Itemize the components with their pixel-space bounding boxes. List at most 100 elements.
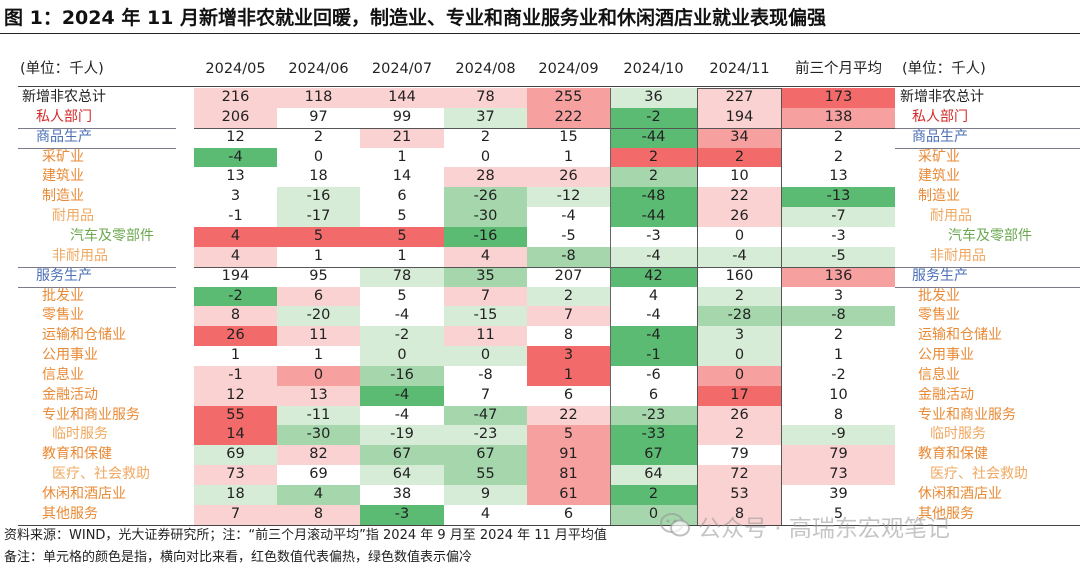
row-separator xyxy=(18,147,176,149)
data-cell: -5 xyxy=(782,246,895,267)
data-cell: -4 xyxy=(360,405,444,426)
data-cell: 144 xyxy=(360,88,444,108)
data-cell: -4 xyxy=(360,306,444,327)
data-cell: 6 xyxy=(610,385,697,406)
data-cell: -3 xyxy=(610,226,697,247)
data-cell: 36 xyxy=(610,88,697,108)
data-cell: 17 xyxy=(697,385,782,406)
data-cell: 39 xyxy=(782,485,895,505)
data-cell: -8 xyxy=(527,246,610,267)
data-cell: 64 xyxy=(610,465,697,486)
data-cell: 207 xyxy=(527,266,610,287)
data-cell: 53 xyxy=(697,485,782,505)
data-cell: 78 xyxy=(444,88,527,108)
row-label-right: 公用事业 xyxy=(918,347,974,364)
data-cell: 4 xyxy=(444,246,527,267)
data-cell: 5 xyxy=(360,286,444,307)
data-cell: 194 xyxy=(194,266,277,287)
data-cell: 6 xyxy=(360,187,444,208)
row-separator xyxy=(895,127,1080,129)
unit-label-right: (单位：千人) xyxy=(902,61,986,77)
data-cell: -3 xyxy=(360,504,444,525)
data-cell: 2 xyxy=(697,286,782,307)
data-cell: 11 xyxy=(277,326,360,347)
data-cell: -23 xyxy=(610,405,697,426)
data-cell: 14 xyxy=(194,425,277,446)
data-cell: 0 xyxy=(444,147,527,168)
column-header: 2024/09 xyxy=(538,61,599,77)
data-cell: 26 xyxy=(527,167,610,188)
data-cell: 0 xyxy=(697,226,782,247)
data-cell: -17 xyxy=(277,207,360,228)
title-rule xyxy=(0,33,1080,34)
data-cell: 15 xyxy=(527,127,610,148)
row-label-right: 商品生产 xyxy=(912,128,968,145)
data-cell: 4 xyxy=(194,246,277,267)
wechat-icon xyxy=(660,512,690,547)
data-cell: 10 xyxy=(697,167,782,188)
row-label-right: 信息业 xyxy=(918,366,960,383)
data-cell: 34 xyxy=(697,127,782,148)
row-label: 建筑业 xyxy=(42,168,84,185)
data-cell: 61 xyxy=(527,485,610,505)
table-top-rule xyxy=(18,86,1080,87)
data-cell: 69 xyxy=(277,465,360,486)
row-label-right: 运输和仓储业 xyxy=(918,327,1002,344)
data-cell: -16 xyxy=(360,365,444,386)
data-cell: 12 xyxy=(194,385,277,406)
data-cell: 6 xyxy=(527,504,610,525)
data-cell: 3 xyxy=(782,286,895,307)
column-header: 2024/08 xyxy=(455,61,516,77)
page-title: 图 1：2024 年 11 月新增非农就业回暖，制造业、专业和商业服务业和休闲酒… xyxy=(4,7,827,29)
data-cell: -11 xyxy=(277,405,360,426)
data-cell: -4 xyxy=(610,326,697,347)
data-cell: -44 xyxy=(610,207,697,228)
data-cell: 37 xyxy=(444,107,527,128)
data-cell: 138 xyxy=(782,107,895,128)
data-cell: 2 xyxy=(527,286,610,307)
row-label-right: 采矿业 xyxy=(918,148,960,165)
data-cell: 5 xyxy=(360,207,444,228)
watermark: 公众号 · 高瑞东宏观笔记 xyxy=(660,512,950,544)
row-label-right: 制造业 xyxy=(918,188,960,205)
data-cell: 22 xyxy=(697,187,782,208)
data-cell: 6 xyxy=(277,286,360,307)
data-cell: 0 xyxy=(360,346,444,367)
row-label: 汽车及零部件 xyxy=(70,227,154,244)
data-cell: 1 xyxy=(277,346,360,367)
row-label: 医疗、社会救助 xyxy=(52,466,150,483)
data-cell: 18 xyxy=(194,485,277,505)
data-cell: -30 xyxy=(277,425,360,446)
data-cell: -2 xyxy=(782,365,895,386)
data-cell: 67 xyxy=(360,445,444,466)
table-bottom-rule xyxy=(18,525,1080,526)
data-cell: -2 xyxy=(194,286,277,307)
data-cell: 26 xyxy=(194,326,277,347)
data-cell: 5 xyxy=(782,504,895,525)
data-cell: -1 xyxy=(610,346,697,367)
row-label: 教育和保健 xyxy=(42,446,112,463)
data-cell: 95 xyxy=(277,266,360,287)
data-cell: 1 xyxy=(360,147,444,168)
row-separator xyxy=(895,147,1080,149)
data-cell: 2 xyxy=(697,425,782,446)
row-label-right: 新增非农总计 xyxy=(900,89,984,105)
unit-label-left: (单位：千人) xyxy=(20,61,104,77)
data-cell: 2 xyxy=(610,485,697,505)
row-label: 新增非农总计 xyxy=(22,89,106,105)
row-label-right: 休闲和酒店业 xyxy=(918,486,1002,502)
data-cell: -8 xyxy=(782,306,895,327)
data-cell: 118 xyxy=(277,88,360,108)
data-cell: 2 xyxy=(697,147,782,168)
data-cell: 12 xyxy=(194,127,277,148)
data-cell: -12 xyxy=(527,187,610,208)
row-label-right: 服务生产 xyxy=(912,267,968,284)
row-separator xyxy=(18,127,176,129)
data-cell: 42 xyxy=(610,266,697,287)
data-cell: 1 xyxy=(527,365,610,386)
data-cell: 99 xyxy=(360,107,444,128)
row-label: 批发业 xyxy=(42,287,84,304)
data-cell: 21 xyxy=(360,127,444,148)
data-cell: 13 xyxy=(277,385,360,406)
